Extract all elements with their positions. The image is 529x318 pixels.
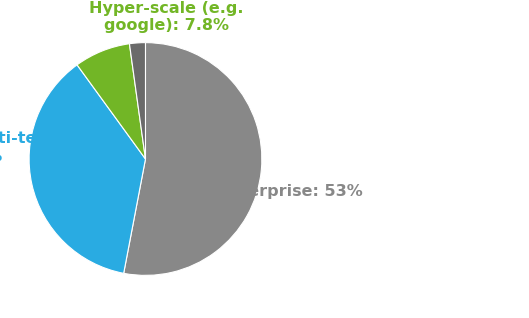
Text: Multi-tenant:
37%: Multi-tenant: 37%	[0, 131, 84, 163]
Wedge shape	[29, 65, 145, 273]
Wedge shape	[130, 43, 145, 159]
Text: Enterprise: 53%: Enterprise: 53%	[217, 184, 362, 199]
Wedge shape	[77, 44, 145, 159]
Text: Hyper-scale (e.g.
google): 7.8%: Hyper-scale (e.g. google): 7.8%	[89, 1, 244, 33]
Wedge shape	[124, 43, 262, 275]
